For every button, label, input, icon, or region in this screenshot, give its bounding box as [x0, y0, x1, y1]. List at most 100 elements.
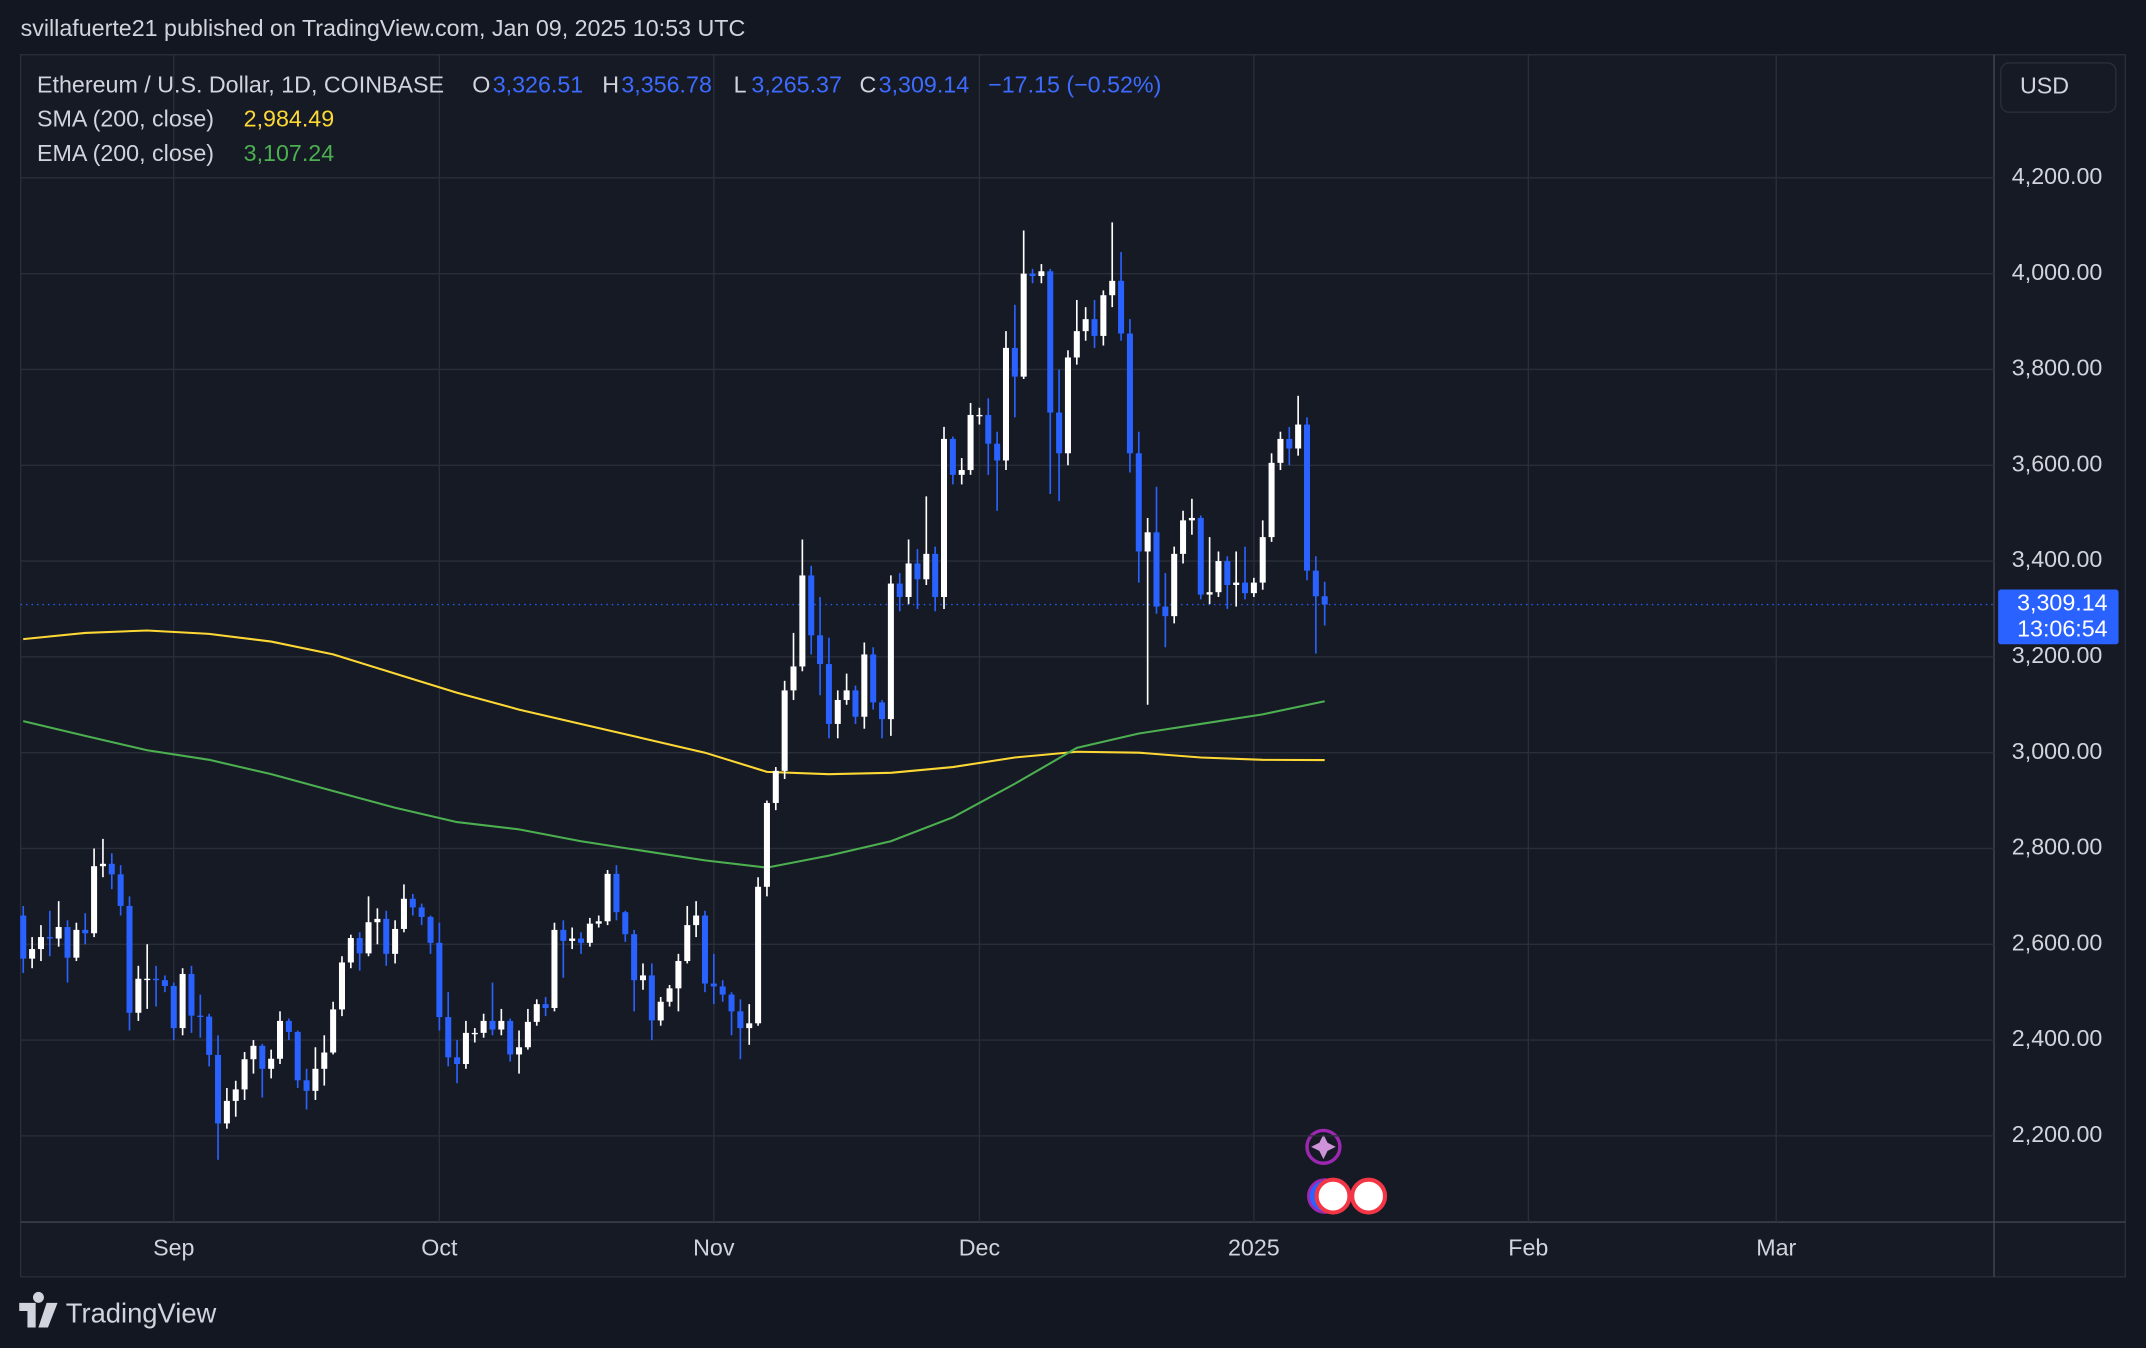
candle-body	[870, 654, 877, 703]
publisher: svillafuerte21 published on TradingView.…	[21, 15, 746, 41]
candle-body	[347, 938, 354, 963]
candle-body	[144, 978, 151, 981]
candle-body	[852, 690, 859, 717]
plot	[20, 54, 1995, 1223]
candle-body	[99, 863, 106, 867]
candle-body	[1286, 438, 1293, 449]
candle-body	[241, 1059, 248, 1090]
candle-body	[73, 929, 80, 958]
candle-body	[64, 927, 71, 958]
candle-body	[170, 985, 177, 1029]
event-flag[interactable]	[1350, 1177, 1388, 1215]
candle-body	[622, 912, 629, 935]
candle-body	[843, 690, 850, 700]
candle-body	[905, 563, 912, 597]
candle-body	[1100, 295, 1107, 336]
candle-body	[46, 937, 53, 939]
candle-body	[1073, 331, 1080, 358]
y-tick-label: 4,000.00	[2012, 259, 2103, 285]
candle-body	[808, 575, 815, 636]
candle-body	[197, 1015, 204, 1018]
candle-body	[772, 770, 779, 803]
candle-body	[879, 702, 886, 720]
candle-body	[896, 583, 903, 597]
last-price-label: 3,309.14	[2017, 590, 2108, 616]
candle-body	[639, 975, 647, 981]
indicator-value: 2,984.49	[244, 106, 335, 132]
candle-body	[1020, 273, 1027, 377]
candle-body	[1091, 319, 1098, 336]
candle-body	[1171, 553, 1178, 617]
x-tick-label: Mar	[1756, 1235, 1796, 1261]
x-tick-label: Dec	[959, 1235, 1001, 1261]
candle-body	[1002, 347, 1009, 461]
candle-body	[551, 929, 558, 1008]
ohlc-value: 3,309.14	[879, 71, 970, 97]
chart-frame	[19, 54, 2127, 1278]
candle-body	[374, 918, 381, 923]
symbol-title: Ethereum / U.S. Dollar, 1D, COINBASE	[37, 71, 444, 97]
event-icon[interactable]	[1305, 1128, 1342, 1165]
candle-body	[312, 1068, 319, 1091]
events[interactable]	[1305, 1128, 1388, 1215]
brand: TradingView	[66, 1297, 217, 1328]
candle-body	[1011, 347, 1018, 377]
ohlc-label: L	[734, 71, 747, 97]
candle-body	[55, 927, 62, 939]
candle-body	[445, 1017, 452, 1058]
candle-body	[356, 938, 363, 954]
candle-body	[321, 1052, 328, 1069]
candle-body	[604, 873, 611, 922]
candle-body	[1215, 561, 1222, 593]
y-tick-label: 3,000.00	[2012, 738, 2103, 764]
candle-body	[409, 898, 416, 908]
overlay-line	[23, 629, 1325, 776]
candle-body	[1259, 537, 1266, 583]
candle-body	[303, 1080, 310, 1091]
candle-body	[932, 553, 939, 597]
y-tick-label: 4,200.00	[2012, 163, 2103, 189]
candle-body	[153, 978, 160, 981]
candle-body	[542, 1004, 549, 1008]
currency[interactable]: USD	[2020, 73, 2069, 99]
candle-body	[294, 1031, 301, 1081]
y-tick-label: 3,200.00	[2012, 642, 2103, 668]
candle-body	[276, 1020, 284, 1059]
ohlc-value: 3,326.51	[493, 71, 584, 97]
candle-body	[569, 938, 576, 941]
candle-body	[1126, 333, 1133, 454]
candle-body	[250, 1045, 257, 1060]
y-tick-label: 3,600.00	[2012, 450, 2103, 476]
candle-body	[657, 1001, 664, 1021]
ohlc-label: O	[472, 71, 490, 97]
candle-body	[994, 443, 1001, 461]
y-tick-label: 2,200.00	[2012, 1121, 2103, 1147]
candle-body	[215, 1054, 222, 1124]
candle-body	[383, 918, 390, 954]
candle-body	[1144, 532, 1151, 552]
candle-body	[693, 915, 700, 926]
candle-body	[684, 925, 691, 962]
candle-body	[188, 973, 195, 1016]
candle-body	[480, 1020, 487, 1033]
candle-body	[1268, 462, 1275, 538]
candle-body	[498, 1020, 505, 1030]
candle-body	[949, 438, 956, 475]
candle-body	[454, 1057, 461, 1065]
x-tick-label: 2025	[1228, 1235, 1280, 1261]
candle-body	[117, 874, 124, 906]
indicator-name: SMA (200, close)	[37, 106, 214, 132]
currency-button[interactable]	[2000, 62, 2117, 113]
candle-body	[285, 1020, 292, 1032]
candle-body	[37, 937, 44, 950]
candle-body	[710, 983, 717, 987]
y-tick-label: 2,400.00	[2012, 1025, 2103, 1051]
candle-body	[799, 575, 806, 667]
y-tick-label: 3,400.00	[2012, 546, 2103, 572]
candle-body	[126, 905, 133, 1013]
candle-body	[1188, 517, 1195, 521]
event-flag[interactable]	[1314, 1177, 1352, 1215]
candle-body	[516, 1047, 523, 1055]
